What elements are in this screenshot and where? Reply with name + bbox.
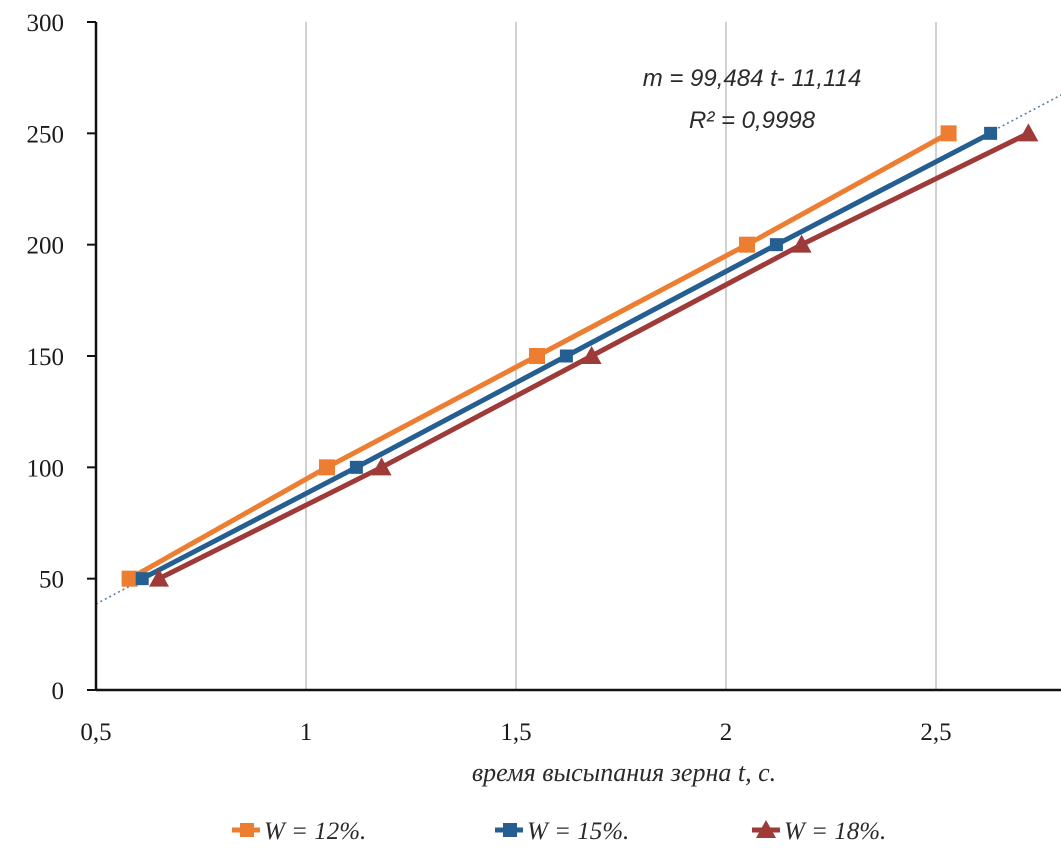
series-2-point [559, 349, 573, 363]
y-tick-label: 300 [27, 10, 65, 37]
series-2-point [984, 126, 998, 140]
series-1-point [940, 125, 957, 142]
series-1-point [121, 570, 138, 587]
series-3-point [581, 346, 602, 364]
series-3-point [149, 568, 169, 587]
trendline-equation: m = 99,484 t- 11,114 [643, 65, 862, 92]
x-tick-label: 0,5 [80, 719, 111, 746]
series-2-point [135, 572, 149, 586]
tick-labels: 0 50 100 150 200 250 300 0,5 1 1,5 2 2,5 [27, 10, 952, 746]
y-tick-label: 250 [27, 121, 65, 148]
series-1-point [319, 459, 335, 476]
series-1-point [739, 236, 755, 253]
series-1-point [529, 348, 545, 364]
x-axis-label: время высыпания зерна t, с. [472, 758, 776, 787]
x-tick-label: 1 [300, 719, 313, 746]
axes [94, 22, 1061, 692]
trendline-r2: R² = 0,9998 [689, 107, 816, 134]
y-tick-label: 100 [27, 455, 65, 482]
legend-marker-3 [756, 820, 776, 838]
y-tick-label: 150 [27, 344, 65, 371]
x-tick-label: 2 [720, 719, 733, 746]
legend-label-2: W = 15%. [527, 818, 629, 845]
x-tick-label: 2,5 [920, 719, 951, 746]
series-3-point [1018, 123, 1039, 142]
series-3-point [371, 457, 392, 476]
series-group [121, 123, 1039, 587]
legend-marker-1 [240, 823, 254, 837]
x-tick-label: 1,5 [500, 719, 531, 746]
series-2-point [769, 238, 783, 252]
y-tick-label: 200 [27, 233, 65, 260]
y-tick-label: 50 [39, 567, 64, 594]
series-2-point [349, 460, 363, 474]
legend: W = 12%. W = 15%. W = 18%. [232, 818, 886, 845]
grid-lines [305, 22, 937, 690]
legend-label-1: W = 12%. [264, 818, 366, 845]
series-3-point [791, 234, 812, 253]
legend-label-3: W = 18%. [784, 818, 886, 845]
y-tick-label: 0 [52, 678, 65, 705]
legend-marker-2 [503, 823, 517, 837]
